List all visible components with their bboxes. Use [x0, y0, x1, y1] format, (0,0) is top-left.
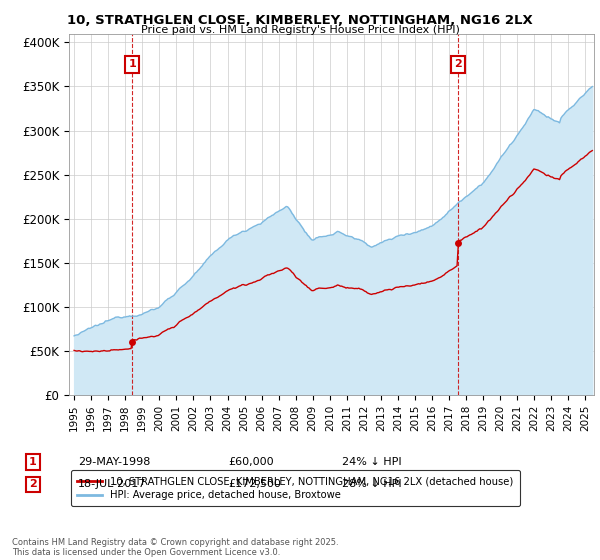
Text: 10, STRATHGLEN CLOSE, KIMBERLEY, NOTTINGHAM, NG16 2LX: 10, STRATHGLEN CLOSE, KIMBERLEY, NOTTING…	[67, 14, 533, 27]
Text: 2: 2	[454, 59, 462, 69]
Legend: 10, STRATHGLEN CLOSE, KIMBERLEY, NOTTINGHAM, NG16 2LX (detached house), HPI: Ave: 10, STRATHGLEN CLOSE, KIMBERLEY, NOTTING…	[71, 470, 520, 506]
Text: £60,000: £60,000	[228, 457, 274, 467]
Text: 1: 1	[29, 457, 37, 467]
Text: 18-JUL-2017: 18-JUL-2017	[78, 479, 146, 489]
Text: 24% ↓ HPI: 24% ↓ HPI	[342, 457, 401, 467]
Text: Price paid vs. HM Land Registry's House Price Index (HPI): Price paid vs. HM Land Registry's House …	[140, 25, 460, 35]
Text: Contains HM Land Registry data © Crown copyright and database right 2025.
This d: Contains HM Land Registry data © Crown c…	[12, 538, 338, 557]
Text: 29-MAY-1998: 29-MAY-1998	[78, 457, 151, 467]
Text: £172,500: £172,500	[228, 479, 281, 489]
Text: 1: 1	[128, 59, 136, 69]
Text: 2: 2	[29, 479, 37, 489]
Text: 28% ↓ HPI: 28% ↓ HPI	[342, 479, 401, 489]
